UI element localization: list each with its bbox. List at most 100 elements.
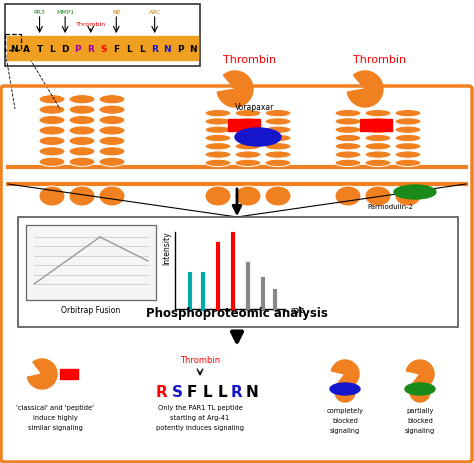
Bar — [18, 218, 458, 327]
Text: signaling: signaling — [405, 427, 435, 433]
Text: L: L — [139, 44, 145, 53]
Ellipse shape — [265, 151, 291, 159]
Ellipse shape — [99, 127, 125, 136]
Ellipse shape — [99, 158, 125, 167]
Text: N: N — [164, 44, 171, 53]
Ellipse shape — [365, 119, 391, 126]
Ellipse shape — [265, 144, 291, 150]
Text: induce highly: induce highly — [33, 414, 77, 420]
Ellipse shape — [395, 110, 421, 118]
Bar — [360, 120, 392, 131]
Ellipse shape — [205, 135, 231, 142]
Ellipse shape — [39, 116, 65, 125]
Bar — [7, 37, 198, 61]
Ellipse shape — [394, 186, 436, 200]
Ellipse shape — [99, 116, 125, 125]
Ellipse shape — [205, 160, 231, 167]
Ellipse shape — [335, 160, 361, 167]
Ellipse shape — [69, 127, 95, 136]
Text: S: S — [100, 44, 107, 53]
Ellipse shape — [395, 187, 421, 206]
Ellipse shape — [99, 147, 125, 156]
Ellipse shape — [395, 127, 421, 134]
Text: NE: NE — [112, 10, 120, 15]
Text: L: L — [49, 44, 55, 53]
Text: similar signaling: similar signaling — [27, 424, 82, 430]
Wedge shape — [406, 360, 434, 388]
Text: Thrombin: Thrombin — [76, 22, 106, 27]
Wedge shape — [27, 359, 57, 389]
Ellipse shape — [69, 106, 95, 115]
Ellipse shape — [235, 129, 281, 147]
Bar — [5, 35, 21, 51]
Ellipse shape — [365, 135, 391, 142]
Ellipse shape — [335, 135, 361, 142]
Text: Only the PAR1 TL peptide: Only the PAR1 TL peptide — [157, 404, 242, 410]
Ellipse shape — [335, 151, 361, 159]
Ellipse shape — [395, 119, 421, 126]
Ellipse shape — [395, 160, 421, 167]
Ellipse shape — [265, 119, 291, 126]
Ellipse shape — [265, 135, 291, 142]
Text: L: L — [126, 44, 132, 53]
Ellipse shape — [405, 383, 435, 395]
Ellipse shape — [39, 95, 65, 105]
Ellipse shape — [39, 158, 65, 167]
Ellipse shape — [69, 187, 95, 206]
Ellipse shape — [235, 187, 261, 206]
Ellipse shape — [205, 151, 231, 159]
Ellipse shape — [335, 119, 361, 126]
Bar — [26, 225, 156, 300]
Ellipse shape — [39, 137, 65, 146]
Text: Vorapaxar: Vorapaxar — [235, 103, 275, 112]
Ellipse shape — [235, 135, 261, 142]
Text: partially: partially — [406, 407, 434, 413]
Ellipse shape — [365, 144, 391, 150]
Ellipse shape — [335, 187, 361, 206]
Text: Parmodulin-2: Parmodulin-2 — [367, 204, 413, 210]
Text: Thrombin: Thrombin — [354, 55, 407, 65]
Ellipse shape — [235, 144, 261, 150]
Bar — [228, 120, 260, 131]
Ellipse shape — [99, 187, 125, 206]
Text: APC: APC — [148, 10, 161, 15]
Text: L: L — [217, 385, 227, 400]
Ellipse shape — [395, 135, 421, 142]
Ellipse shape — [205, 119, 231, 126]
Ellipse shape — [235, 151, 261, 159]
Text: 'classical' and 'peptide': 'classical' and 'peptide' — [16, 404, 94, 410]
Text: F: F — [113, 44, 119, 53]
Bar — [5, 5, 200, 67]
Ellipse shape — [235, 160, 261, 167]
Text: N: N — [189, 44, 197, 53]
Ellipse shape — [365, 127, 391, 134]
Text: N: N — [246, 385, 258, 400]
Text: P: P — [177, 44, 183, 53]
Ellipse shape — [265, 187, 291, 206]
Text: signaling: signaling — [330, 427, 360, 433]
Text: A: A — [23, 44, 30, 53]
Ellipse shape — [365, 151, 391, 159]
Ellipse shape — [69, 95, 95, 105]
Ellipse shape — [265, 110, 291, 118]
Ellipse shape — [335, 110, 361, 118]
Text: P: P — [74, 44, 81, 53]
Text: F: F — [187, 385, 197, 400]
Ellipse shape — [205, 127, 231, 134]
Ellipse shape — [395, 144, 421, 150]
Text: S: S — [172, 385, 182, 400]
Ellipse shape — [99, 95, 125, 105]
Text: Thrombin: Thrombin — [223, 55, 276, 65]
Text: completely: completely — [327, 407, 364, 413]
Ellipse shape — [205, 110, 231, 118]
Ellipse shape — [39, 147, 65, 156]
Text: Orbitrap Fusion: Orbitrap Fusion — [61, 305, 120, 314]
Text: Intensity: Intensity — [162, 231, 171, 264]
Ellipse shape — [69, 137, 95, 146]
Text: D: D — [62, 44, 69, 53]
Text: R: R — [156, 385, 168, 400]
Text: Thrombin: Thrombin — [180, 355, 220, 364]
Ellipse shape — [99, 106, 125, 115]
Wedge shape — [217, 72, 253, 108]
Text: potently induces signaling: potently induces signaling — [156, 424, 244, 430]
